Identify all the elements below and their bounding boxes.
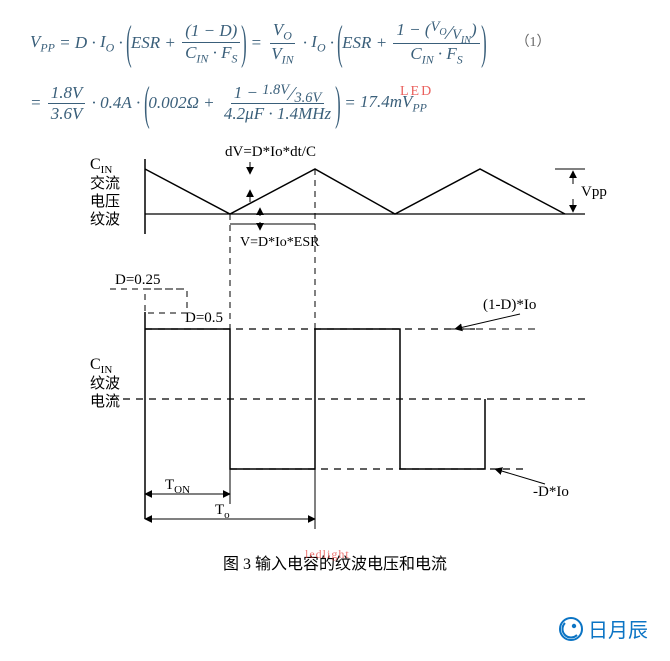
label-1mdio: (1-D)*Io xyxy=(483,297,536,313)
lparen: ( xyxy=(337,24,343,62)
logo-riyuechen: 日月辰 xyxy=(558,614,648,643)
svg-text:TON: TON xyxy=(165,477,190,496)
ripple-diagram: CIN 交流 电压 纹波 dV=D*Io*dt/C V=D*Io*ESR Vpp… xyxy=(55,144,615,544)
label-ripple-2: 电流 xyxy=(90,393,120,410)
equation-line-1: VPP = D · IO · ( ESR + (1 − D) CIN · FS … xyxy=(30,20,640,67)
frac-1-vovin-cinfs: 1 − (VO⁄VIN) CIN · FS xyxy=(393,20,479,67)
logo-text: 日月辰 xyxy=(588,614,648,643)
frac-vo-vin: VO VIN xyxy=(268,20,296,66)
rparen: ) xyxy=(242,24,248,62)
equals: = xyxy=(246,33,266,53)
plus: + xyxy=(199,93,219,113)
plus: + xyxy=(371,33,391,53)
label-d05: D=0.5 xyxy=(185,310,223,326)
io-val: 0.4A xyxy=(100,93,132,113)
label-vesr: V=D*Io*ESR xyxy=(240,235,320,250)
label-ac-2: 电压 xyxy=(90,193,120,210)
var-esr: ESR xyxy=(131,33,160,53)
lparen: ( xyxy=(144,85,150,123)
label-mdio: -D*Io xyxy=(533,484,569,500)
dot: · xyxy=(87,33,100,53)
label-cin-ripple: CIN xyxy=(90,356,112,376)
label-vpp: Vpp xyxy=(581,184,607,200)
voltage-ripple-waveform: dV=D*Io*dt/C V=D*Io*ESR Vpp xyxy=(145,144,607,250)
label-ripple-1: 纹波 xyxy=(90,375,120,392)
label-dv: dV=D*Io*dt/C xyxy=(225,144,316,160)
watermark-ledlight: ledlight xyxy=(305,547,350,562)
frac-1md-cinfs: (1 − D) CIN · FS xyxy=(182,21,240,65)
frac-num2: 1 − 1.8V⁄3.6V 4.2μF · 1.4MHz xyxy=(221,83,334,125)
label-ac-1: 交流 xyxy=(90,174,120,192)
var-d: D xyxy=(75,33,87,53)
var-io: IO xyxy=(311,32,325,55)
dot: · xyxy=(87,93,100,113)
svg-text:To: To xyxy=(215,502,230,521)
dot: · xyxy=(114,33,127,53)
d025-region: D=0.25 xyxy=(110,272,187,313)
lparen: ( xyxy=(126,24,132,62)
label-ac-3: 纹波 xyxy=(90,211,120,228)
var-io: IO xyxy=(100,32,114,55)
dot: · xyxy=(299,33,312,53)
rparen: ) xyxy=(335,85,341,123)
plus: + xyxy=(160,33,180,53)
rparen: ) xyxy=(481,24,487,62)
equation-line-2: = 1.8V 3.6V · 0.4A · ( 0.002Ω + 1 − 1.8V… xyxy=(30,83,640,125)
equals: = xyxy=(55,33,75,53)
result: 17.4mLEDVPP xyxy=(360,92,427,115)
label-cin-ac: CIN xyxy=(90,156,112,176)
var-esr: ESR xyxy=(342,33,371,53)
label-d025: D=0.25 xyxy=(115,272,161,288)
arrow-1mdio xyxy=(455,314,520,329)
esr-val: 0.002Ω xyxy=(148,93,199,113)
dim-ton: TON xyxy=(145,469,230,504)
equals: = xyxy=(340,93,360,113)
logo-icon xyxy=(558,616,584,642)
frac-1p8-3p6: 1.8V 3.6V xyxy=(48,83,86,125)
var-vpp: VPP xyxy=(30,32,55,55)
equation-block: VPP = D · IO · ( ESR + (1 − D) CIN · FS … xyxy=(30,20,640,124)
dot: · xyxy=(132,93,145,113)
figure-caption: ledlight 图 3 输入电容的纹波电压和电流 xyxy=(30,550,640,574)
equals: = xyxy=(30,93,46,113)
equation-number: （1） xyxy=(516,35,551,52)
arrow-mdio xyxy=(495,469,545,484)
current-waveform xyxy=(110,169,585,519)
